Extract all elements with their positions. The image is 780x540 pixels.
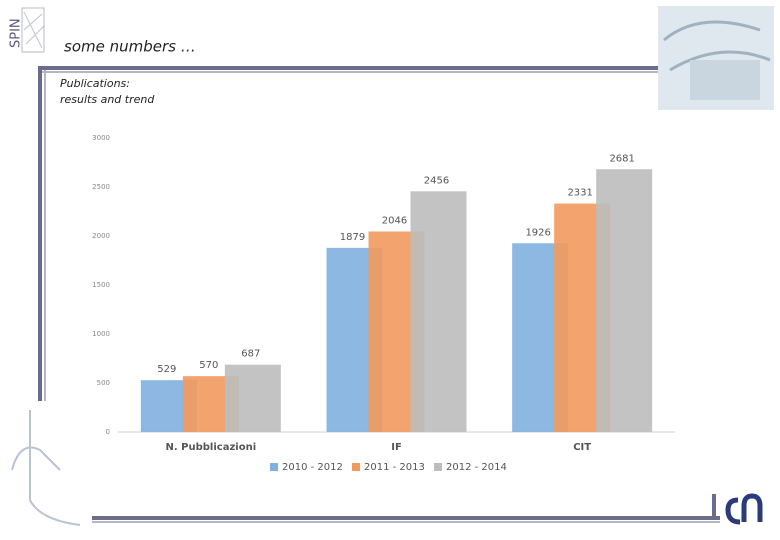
value-label: 2331 — [567, 188, 592, 199]
value-label: 570 — [199, 360, 218, 371]
bar — [410, 191, 467, 432]
decor-curve — [11, 410, 81, 526]
x-tick-label: IF — [391, 442, 402, 453]
slide-title: some numbers … — [64, 38, 196, 56]
frame-bar — [38, 66, 710, 70]
y-tick-label: 1500 — [92, 281, 110, 289]
legend-label: 2010 - 2012 — [282, 462, 343, 473]
y-tick-label: 2500 — [92, 183, 110, 191]
value-label: 2681 — [609, 153, 634, 164]
value-label: 529 — [157, 364, 176, 375]
cnr-logo — [725, 493, 763, 525]
value-label: 2046 — [382, 215, 407, 226]
legend-swatch — [352, 463, 360, 471]
frame-bar — [38, 66, 42, 401]
frame-bar — [42, 71, 710, 73]
y-tick-label: 500 — [97, 379, 110, 387]
frame-bar — [712, 494, 716, 520]
frame-bar — [92, 516, 720, 520]
legend-swatch — [270, 463, 278, 471]
logo-text: SPIN — [9, 18, 24, 48]
bar — [224, 364, 281, 432]
x-tick-label: N. Pubblicazioni — [166, 442, 257, 453]
x-tick-label: CIT — [573, 442, 591, 453]
subtitle-line: results and trend — [60, 93, 155, 106]
value-label: 1926 — [525, 227, 550, 238]
value-label: 687 — [241, 349, 260, 360]
value-label: 1879 — [340, 232, 365, 243]
photo — [658, 6, 774, 110]
legend-label: 2011 - 2013 — [364, 462, 425, 473]
y-tick-label: 2000 — [92, 232, 110, 240]
legend-label: 2012 - 2014 — [446, 462, 507, 473]
logo-graphic — [21, 7, 45, 53]
subtitle-line: Publications: — [60, 77, 130, 90]
y-tick-label: 3000 — [92, 134, 110, 142]
frame-bar — [44, 70, 46, 401]
y-tick-label: 0 — [106, 428, 110, 436]
legend-swatch — [434, 463, 442, 471]
bar — [596, 169, 653, 432]
value-label: 2456 — [424, 175, 449, 186]
y-tick-label: 1000 — [92, 330, 110, 338]
frame-bar — [92, 521, 720, 523]
